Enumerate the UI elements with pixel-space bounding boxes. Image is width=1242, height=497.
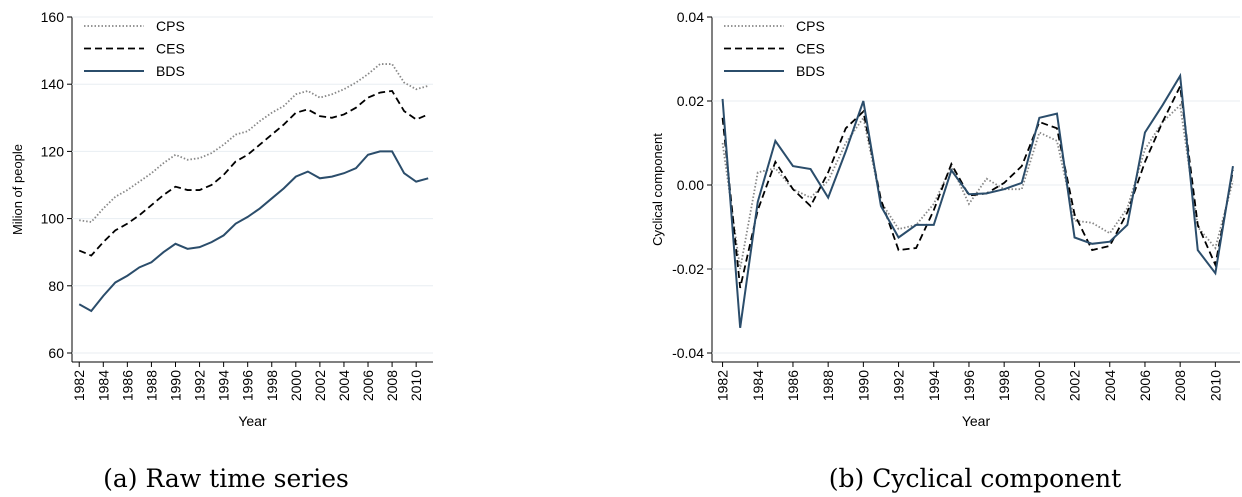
y-tick-label: -0.04 xyxy=(672,345,704,361)
y-tick-label: -0.02 xyxy=(672,261,704,277)
legend-label: BDS xyxy=(156,63,185,79)
y-tick-label: 0.00 xyxy=(677,177,704,193)
y-tick-label: 140 xyxy=(41,76,65,92)
x-tick-label: 1984 xyxy=(750,370,766,401)
x-tick-label: 1986 xyxy=(785,370,801,401)
x-tick-label: 1994 xyxy=(216,370,232,401)
x-tick-label: 2004 xyxy=(336,370,352,401)
y-tick-label: 60 xyxy=(48,345,64,361)
x-tick-label: 1988 xyxy=(820,370,836,401)
caption: (a) Raw time series xyxy=(103,464,349,493)
x-tick-label: 1982 xyxy=(71,370,87,401)
x-tick-label: 1984 xyxy=(95,370,111,401)
x-tick-label: 1992 xyxy=(192,370,208,401)
series-line xyxy=(78,89,429,257)
y-tick-label: 0.02 xyxy=(677,93,704,109)
x-tick-label: 2000 xyxy=(288,370,304,401)
series-line xyxy=(721,72,1234,328)
x-tick-label: 2008 xyxy=(384,370,400,401)
caption: (b) Cyclical component xyxy=(829,464,1121,493)
x-tick-label: 2006 xyxy=(1137,370,1153,401)
x-tick-label: 2010 xyxy=(408,370,424,401)
x-tick-label: 2004 xyxy=(1102,370,1118,401)
legend-label: CPS xyxy=(796,18,825,34)
x-tick-label: 1990 xyxy=(855,370,871,401)
y-tick-label: 120 xyxy=(41,143,65,159)
x-tick-label: 1996 xyxy=(961,370,977,401)
series-line xyxy=(78,150,429,313)
y-tick-label: 80 xyxy=(48,278,64,294)
x-tick-label: 2002 xyxy=(1067,370,1083,401)
y-tick-label: 100 xyxy=(41,211,65,227)
x-tick-label: 1998 xyxy=(264,370,280,401)
series-line xyxy=(721,103,1234,270)
y-tick-label: 0.04 xyxy=(677,9,704,25)
legend-label: CPS xyxy=(156,18,185,34)
x-tick-label: 1982 xyxy=(715,370,731,401)
series-line xyxy=(79,63,429,223)
x-tick-label: 1986 xyxy=(119,370,135,401)
x-tick-label: 1990 xyxy=(167,370,183,401)
legend-label: CES xyxy=(796,41,825,57)
x-axis-title: Year xyxy=(962,413,991,429)
x-tick-label: 1996 xyxy=(240,370,256,401)
y-tick-label: 160 xyxy=(41,9,65,25)
x-tick-label: 1994 xyxy=(926,370,942,401)
y-axis-title: Cyclical component xyxy=(650,133,665,246)
x-axis-title: Year xyxy=(238,413,267,429)
legend-label: BDS xyxy=(796,63,825,79)
x-tick-label: 1992 xyxy=(891,370,907,401)
y-axis-title: Milion of people xyxy=(10,144,25,235)
x-tick-label: 2008 xyxy=(1172,370,1188,401)
x-tick-label: 2006 xyxy=(360,370,376,401)
legend-label: CES xyxy=(156,41,185,57)
x-tick-label: 1988 xyxy=(143,370,159,401)
x-tick-label: 1998 xyxy=(996,370,1012,401)
x-tick-label: 2002 xyxy=(312,370,328,401)
x-tick-label: 2010 xyxy=(1207,370,1223,401)
x-tick-label: 2000 xyxy=(1031,370,1047,401)
